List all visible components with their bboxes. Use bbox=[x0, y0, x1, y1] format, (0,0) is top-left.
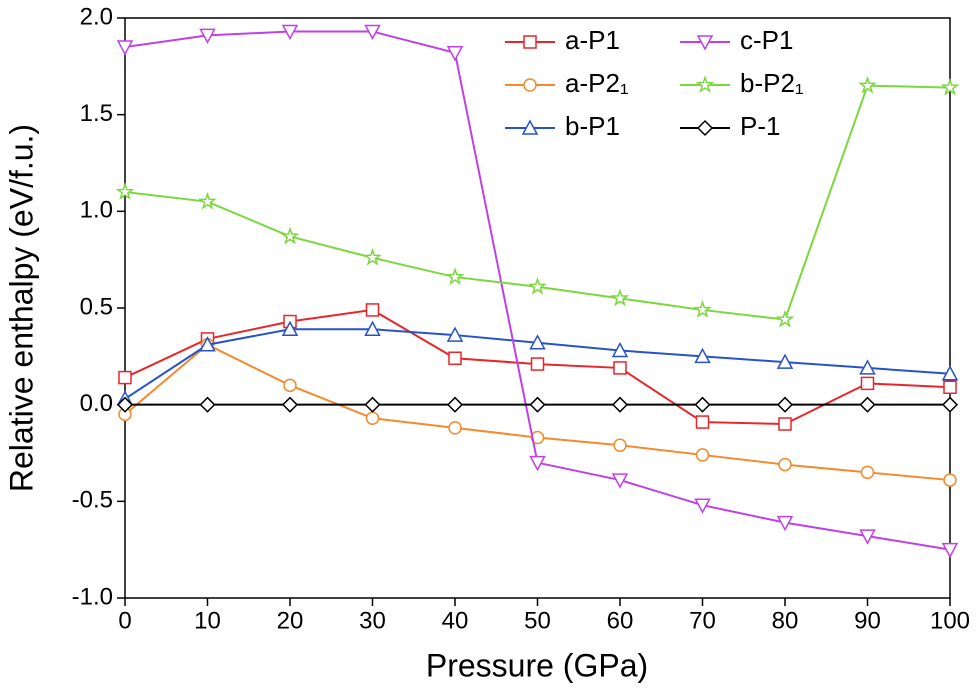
marker bbox=[199, 396, 216, 413]
marker bbox=[859, 359, 876, 375]
x-tick-label: 0 bbox=[118, 607, 131, 634]
marker bbox=[448, 351, 462, 366]
marker bbox=[941, 542, 959, 559]
marker bbox=[530, 357, 545, 371]
legend-marker bbox=[696, 119, 714, 137]
x-tick-label: 80 bbox=[772, 607, 799, 634]
marker bbox=[529, 334, 546, 350]
legend-marker bbox=[695, 75, 715, 93]
marker bbox=[199, 28, 216, 44]
legend-marker bbox=[523, 78, 537, 92]
marker bbox=[115, 182, 135, 200]
x-tick-label: 30 bbox=[359, 607, 386, 634]
marker bbox=[118, 370, 132, 385]
marker bbox=[446, 396, 464, 413]
y-tick-label: -1.0 bbox=[72, 583, 113, 610]
x-tick-label: 90 bbox=[854, 607, 881, 634]
legend-marker bbox=[523, 35, 537, 49]
legend-label: b-P1 bbox=[565, 111, 620, 141]
marker bbox=[448, 421, 462, 435]
x-axis-label: Pressure (GPa) bbox=[426, 647, 648, 683]
y-tick-label: 1.0 bbox=[80, 197, 113, 224]
marker bbox=[529, 455, 546, 472]
marker bbox=[611, 341, 629, 358]
marker bbox=[446, 46, 464, 62]
plot-frame bbox=[124, 17, 951, 599]
y-tick-label: 1.5 bbox=[80, 100, 113, 127]
y-tick-label: 0.0 bbox=[80, 390, 113, 417]
marker bbox=[529, 396, 546, 413]
marker bbox=[860, 465, 875, 480]
legend-label: c-P1 bbox=[740, 25, 793, 55]
legend-label: P-1 bbox=[740, 111, 780, 141]
marker bbox=[365, 411, 380, 425]
marker bbox=[199, 336, 216, 352]
marker bbox=[941, 365, 959, 381]
marker bbox=[693, 300, 712, 318]
marker bbox=[695, 415, 710, 429]
y-axis-label: Relative enthalpy (eV/f.u.) bbox=[3, 124, 39, 492]
marker bbox=[198, 191, 217, 210]
x-tick-label: 100 bbox=[930, 607, 970, 634]
marker bbox=[281, 396, 299, 413]
marker bbox=[613, 361, 627, 375]
x-tick-label: 10 bbox=[194, 607, 221, 634]
marker bbox=[528, 276, 547, 295]
marker bbox=[280, 226, 300, 245]
marker bbox=[776, 353, 794, 369]
marker bbox=[611, 396, 629, 413]
marker bbox=[776, 396, 794, 413]
legend-label: b-P2₁ bbox=[740, 68, 804, 98]
legend-label: a-P1 bbox=[565, 25, 620, 55]
marker bbox=[943, 380, 957, 395]
marker bbox=[858, 75, 877, 94]
marker bbox=[859, 529, 876, 545]
marker bbox=[775, 309, 795, 328]
marker bbox=[445, 267, 465, 285]
marker bbox=[694, 396, 711, 413]
marker bbox=[941, 396, 959, 413]
marker bbox=[860, 376, 875, 391]
marker bbox=[776, 515, 794, 532]
marker bbox=[943, 473, 957, 487]
marker bbox=[283, 378, 297, 393]
x-tick-label: 60 bbox=[607, 607, 634, 634]
y-tick-label: 0.5 bbox=[80, 293, 113, 320]
marker bbox=[859, 396, 876, 413]
y-tick-label: 2.0 bbox=[80, 3, 113, 30]
marker bbox=[364, 24, 381, 41]
marker bbox=[694, 498, 711, 514]
marker bbox=[116, 40, 134, 56]
marker bbox=[116, 396, 134, 413]
marker bbox=[364, 396, 381, 413]
marker bbox=[778, 457, 792, 472]
marker bbox=[610, 288, 630, 307]
legend-marker bbox=[696, 35, 714, 51]
legend-marker bbox=[521, 119, 539, 135]
x-tick-label: 70 bbox=[689, 607, 716, 634]
marker bbox=[695, 448, 710, 462]
marker bbox=[281, 320, 299, 337]
marker bbox=[363, 247, 382, 266]
marker bbox=[778, 417, 792, 431]
marker bbox=[281, 24, 299, 41]
marker bbox=[611, 473, 629, 489]
marker bbox=[446, 326, 464, 342]
legend-label: a-P2₁ bbox=[565, 68, 629, 98]
x-tick-label: 40 bbox=[442, 607, 469, 634]
x-tick-label: 50 bbox=[524, 607, 551, 634]
marker bbox=[365, 303, 380, 317]
marker bbox=[694, 347, 711, 364]
x-tick-label: 20 bbox=[277, 607, 304, 634]
marker bbox=[613, 438, 627, 453]
marker bbox=[940, 77, 960, 96]
y-tick-label: -0.5 bbox=[72, 487, 113, 514]
marker bbox=[364, 320, 381, 337]
